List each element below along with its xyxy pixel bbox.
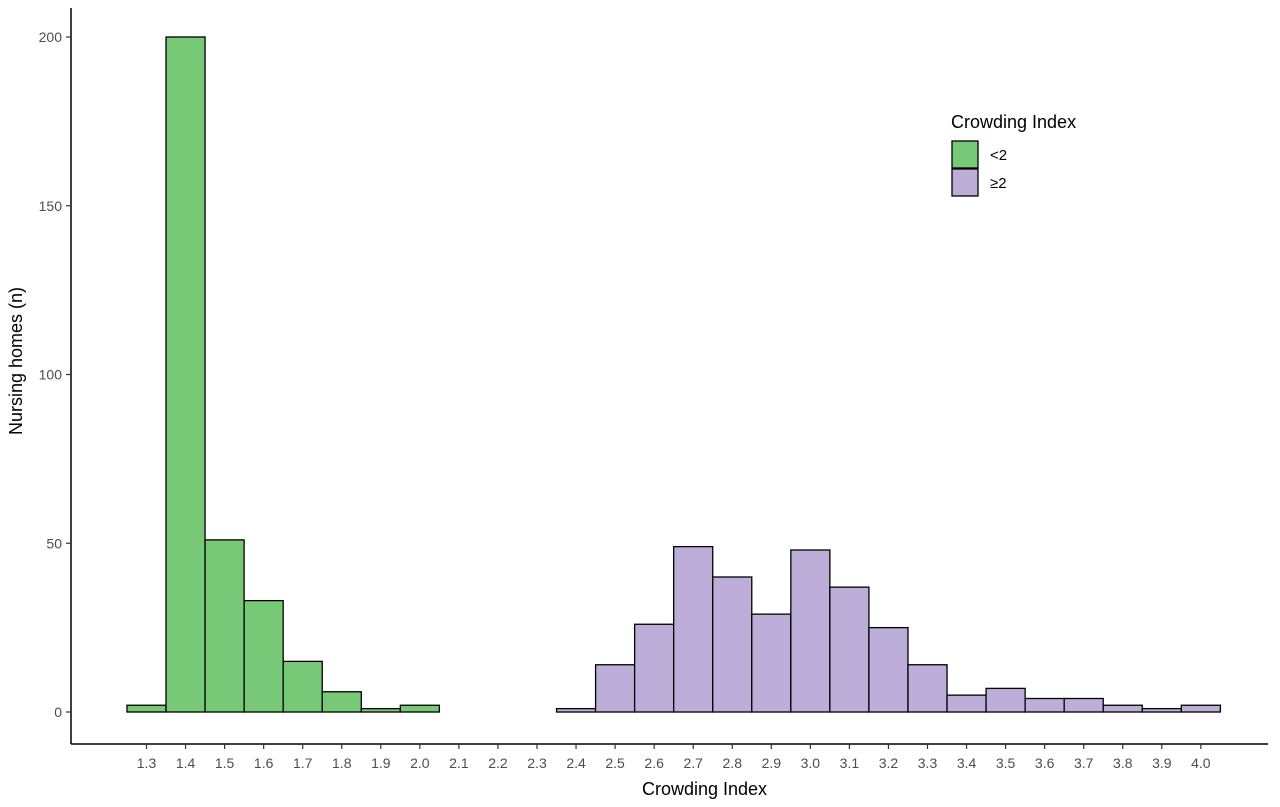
histogram-bar-lt2-1.5 — [204, 539, 245, 713]
histogram-bar-ge2-3.0 — [790, 549, 831, 713]
y-tick-label: 200 — [39, 29, 63, 45]
histogram-bar-ge2-3.4 — [946, 694, 987, 713]
x-tick-label: 2.7 — [683, 755, 703, 771]
histogram-bars — [126, 36, 1222, 713]
y-tick-label: 100 — [39, 367, 63, 383]
histogram-bar-ge2-3.5 — [985, 687, 1026, 713]
histogram-bar-lt2-1.4 — [165, 36, 206, 713]
y-tick-label: 0 — [54, 704, 62, 720]
histogram-bar-lt2-1.6 — [243, 599, 284, 713]
legend-swatch — [951, 168, 979, 197]
histogram-bar-ge2-2.8 — [712, 576, 753, 713]
x-tick-label: 1.5 — [215, 755, 235, 771]
histogram-bar-ge2-2.4 — [555, 707, 597, 713]
histogram-bar-lt2-1.3 — [126, 704, 167, 713]
y-axis: 0 50 100 150 200 — [39, 8, 72, 744]
histogram-bar-lt2-1.8 — [321, 691, 362, 713]
x-tick-label: 1.9 — [371, 755, 391, 771]
histogram-bar-ge2-3.3 — [907, 664, 948, 713]
x-tick-label: 3.8 — [1113, 755, 1133, 771]
x-tick-label: 2.1 — [449, 755, 469, 771]
histogram-bar-ge2-2.9 — [751, 613, 792, 713]
y-tick-label: 50 — [46, 535, 62, 551]
x-tick-label: 3.5 — [996, 755, 1016, 771]
x-tick-label: 3.6 — [1035, 755, 1055, 771]
x-tick-label: 2.8 — [723, 755, 743, 771]
legend-label: ≥2 — [990, 175, 1007, 192]
x-tick-label: 3.2 — [879, 755, 899, 771]
x-tick-label: 2.0 — [410, 755, 430, 771]
x-tick-label: 1.4 — [176, 755, 196, 771]
histogram-bar-ge2-3.1 — [829, 586, 870, 713]
histogram-bar-ge2-4.0 — [1180, 704, 1222, 713]
histogram-bar-ge2-3.8 — [1102, 704, 1143, 713]
x-tick-label: 2.6 — [644, 755, 664, 771]
legend: Crowding Index <2 ≥2 — [951, 112, 1076, 197]
x-tick-label: 4.0 — [1191, 755, 1211, 771]
x-tick-label: 3.1 — [840, 755, 860, 771]
histogram-bar-ge2-2.6 — [633, 623, 675, 713]
x-tick-label: 3.7 — [1074, 755, 1094, 771]
histogram-bar-lt2-2.0 — [399, 704, 441, 713]
y-tick-label: 150 — [39, 198, 63, 214]
histogram-bar-lt2-1.7 — [282, 660, 323, 713]
x-tick-label: 1.6 — [254, 755, 274, 771]
histogram-bar-ge2-3.6 — [1024, 697, 1065, 713]
x-tick-label: 2.2 — [488, 755, 508, 771]
histogram-bar-ge2-2.5 — [594, 664, 636, 713]
x-axis-title: Crowding Index — [642, 779, 767, 799]
histogram-bar-ge2-3.7 — [1063, 697, 1104, 713]
histogram-bar-ge2-3.9 — [1141, 707, 1182, 713]
x-axis: 1.3 1.4 1.5 1.6 1.7 1.8 1.9 2.0 2.1 2.2 2.3 2.4 2.5 2… — [71, 743, 1268, 771]
x-tick-label: 1.7 — [293, 755, 313, 771]
x-tick-label: 2.3 — [527, 755, 547, 771]
histogram-bar-lt2-1.9 — [360, 707, 401, 713]
legend-swatch — [951, 140, 979, 169]
x-tick-label: 3.9 — [1152, 755, 1172, 771]
y-axis-title: Nursing homes (n) — [6, 287, 26, 435]
x-tick-label: 2.9 — [762, 755, 782, 771]
x-tick-label: 2.5 — [605, 755, 625, 771]
legend-title: Crowding Index — [951, 112, 1076, 132]
histogram-bar-ge2-2.7 — [673, 545, 714, 713]
x-tick-label: 3.3 — [918, 755, 938, 771]
histogram-bar-ge2-3.2 — [868, 626, 909, 713]
x-tick-label: 3.4 — [957, 755, 977, 771]
legend-label: <2 — [990, 147, 1007, 164]
x-tick-label: 1.3 — [137, 755, 157, 771]
x-tick-label: 2.4 — [566, 755, 586, 771]
x-tick-label: 3.0 — [801, 755, 821, 771]
x-tick-label: 1.8 — [332, 755, 352, 771]
